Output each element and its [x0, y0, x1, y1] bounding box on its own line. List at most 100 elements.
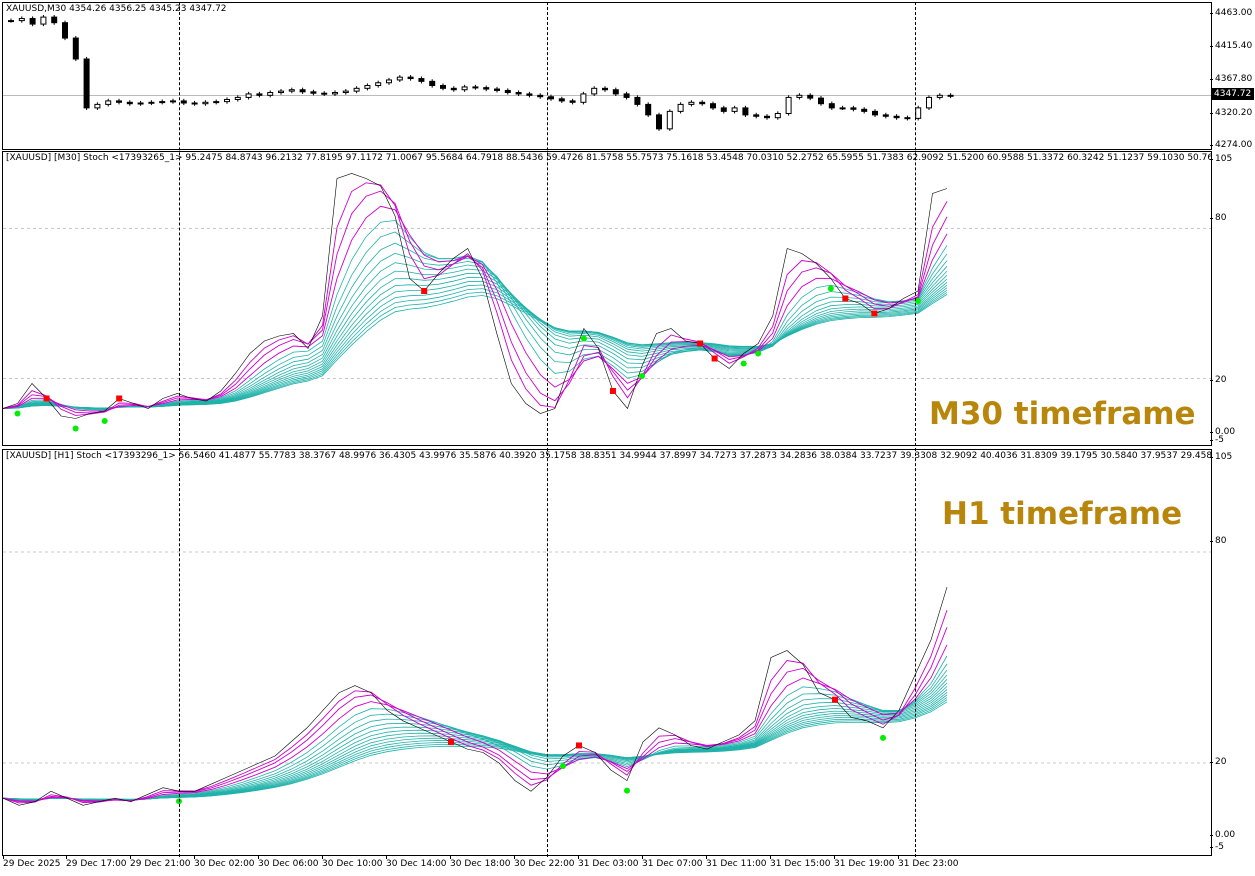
stoch-fast-line — [3, 205, 948, 412]
sell-signal-marker — [871, 310, 878, 317]
candle — [742, 107, 749, 116]
h1-stoch-pane[interactable]: [XAUUSD] [H1] Stoch <17393296_1> 56.5460… — [2, 449, 1212, 856]
time-axis: 29 Dec 2025 29 Dec 17:00 29 Dec 21:00 30… — [2, 856, 1210, 875]
candle — [839, 107, 846, 110]
candle — [569, 100, 576, 103]
stoch-fast-line — [3, 627, 948, 803]
candle — [450, 87, 457, 91]
candle — [731, 107, 738, 112]
candle — [818, 97, 824, 105]
sell-signal-marker — [448, 738, 454, 745]
candle — [688, 101, 695, 105]
candle — [213, 101, 220, 104]
h1-tick: 80 — [1209, 536, 1227, 546]
buy-signal-marker — [101, 418, 108, 424]
stoch-slow-line — [3, 699, 948, 800]
candle — [882, 114, 889, 117]
price-pane[interactable]: XAUUSD,M30 4354.26 4356.25 4345.23 4347.… — [2, 2, 1212, 150]
candle — [51, 16, 58, 24]
stoch-main-line — [3, 587, 948, 806]
buy-signal-marker — [639, 373, 646, 379]
candle — [764, 115, 770, 119]
candle — [40, 16, 47, 25]
candle — [602, 87, 608, 91]
time-tick: 30 Dec 10:00 — [322, 856, 383, 869]
stoch-slow-line — [3, 252, 948, 410]
candle — [504, 89, 511, 94]
candle — [170, 100, 176, 103]
candle — [8, 20, 14, 23]
candle — [548, 96, 554, 100]
candle — [191, 102, 198, 105]
m30-stoch-pane[interactable]: [XAUUSD] [M30] Stoch <17393265_1> 95.247… — [2, 151, 1212, 446]
candle — [915, 107, 922, 119]
candle — [634, 96, 641, 105]
h1-tick: -5 — [1210, 842, 1224, 852]
candle — [29, 17, 36, 25]
m30-timeframe-label: M30 timeframe — [929, 396, 1196, 432]
stoch-slow-line — [3, 655, 948, 802]
price-tick: 4415.40 — [1209, 41, 1253, 51]
candle — [656, 114, 662, 130]
m30-tick: 0.00 — [1209, 427, 1236, 437]
h1-timeframe-label: H1 timeframe — [942, 496, 1183, 532]
time-tick: 30 Dec 22:00 — [514, 856, 575, 869]
time-tick: 31 Dec 03:00 — [578, 856, 639, 869]
h1-stoch-chart[interactable] — [3, 450, 1211, 855]
m30-stoch-chart[interactable] — [3, 152, 1211, 445]
buy-signal-marker — [72, 425, 79, 432]
m30-axis: 105 80 20 0.00 -5 — [1209, 151, 1255, 445]
candle — [407, 76, 414, 80]
candle — [137, 102, 144, 105]
sell-signal-marker — [609, 388, 616, 394]
candle — [386, 79, 392, 84]
candle — [526, 93, 533, 96]
m30-tick: 80 — [1209, 213, 1227, 223]
stoch-slow-line — [3, 682, 948, 801]
candle — [396, 76, 403, 81]
candle — [753, 114, 760, 117]
candle — [256, 93, 263, 96]
buy-signal-marker — [880, 734, 886, 741]
candle — [558, 98, 565, 102]
candle — [418, 78, 425, 82]
candle — [18, 17, 25, 22]
time-tick: 30 Dec 02:00 — [194, 856, 255, 869]
m30-pane-header: [XAUUSD] [M30] Stoch <17393265_1> 95.247… — [6, 153, 1212, 163]
price-pane-header: XAUUSD,M30 4354.26 4356.25 4345.23 4347.… — [6, 4, 227, 14]
stoch-slow-line — [3, 277, 948, 409]
candle — [720, 107, 727, 112]
price-tick: 4320.20 — [1209, 108, 1253, 118]
candle — [364, 85, 371, 89]
candle — [926, 96, 932, 109]
candle — [612, 89, 619, 95]
sell-signal-marker — [116, 395, 123, 402]
time-tick: 31 Dec 07:00 — [642, 856, 703, 869]
candle — [677, 103, 684, 112]
candle — [159, 101, 166, 104]
candle — [440, 85, 446, 89]
stoch-slow-line — [3, 694, 948, 800]
buy-signal-marker — [827, 285, 834, 292]
h1-axis: 105 80 20 0.00 -5 — [1209, 449, 1255, 854]
buy-signal-marker — [624, 787, 630, 794]
candle — [332, 92, 338, 95]
candle — [126, 101, 133, 105]
candle — [62, 22, 68, 39]
candle — [116, 100, 122, 103]
candle — [321, 92, 328, 95]
candle — [828, 103, 835, 109]
price-chart[interactable] — [3, 3, 1211, 149]
time-tick: 31 Dec 19:00 — [834, 856, 895, 869]
time-tick: 29 Dec 21:00 — [130, 856, 191, 869]
candle — [94, 103, 101, 109]
stoch-slow-line — [3, 291, 948, 409]
candle — [893, 115, 900, 119]
h1-pane-header: [XAUUSD] [H1] Stoch <17393296_1> 56.5460… — [6, 451, 1212, 461]
candle — [774, 112, 781, 119]
candle — [310, 91, 317, 94]
stoch-slow-line — [3, 663, 948, 801]
candle — [278, 90, 284, 94]
price-tick: 4367.80 — [1209, 74, 1253, 84]
price-axis: 4463.00 4415.40 4367.80 4320.20 4274.00 — [1209, 2, 1255, 150]
